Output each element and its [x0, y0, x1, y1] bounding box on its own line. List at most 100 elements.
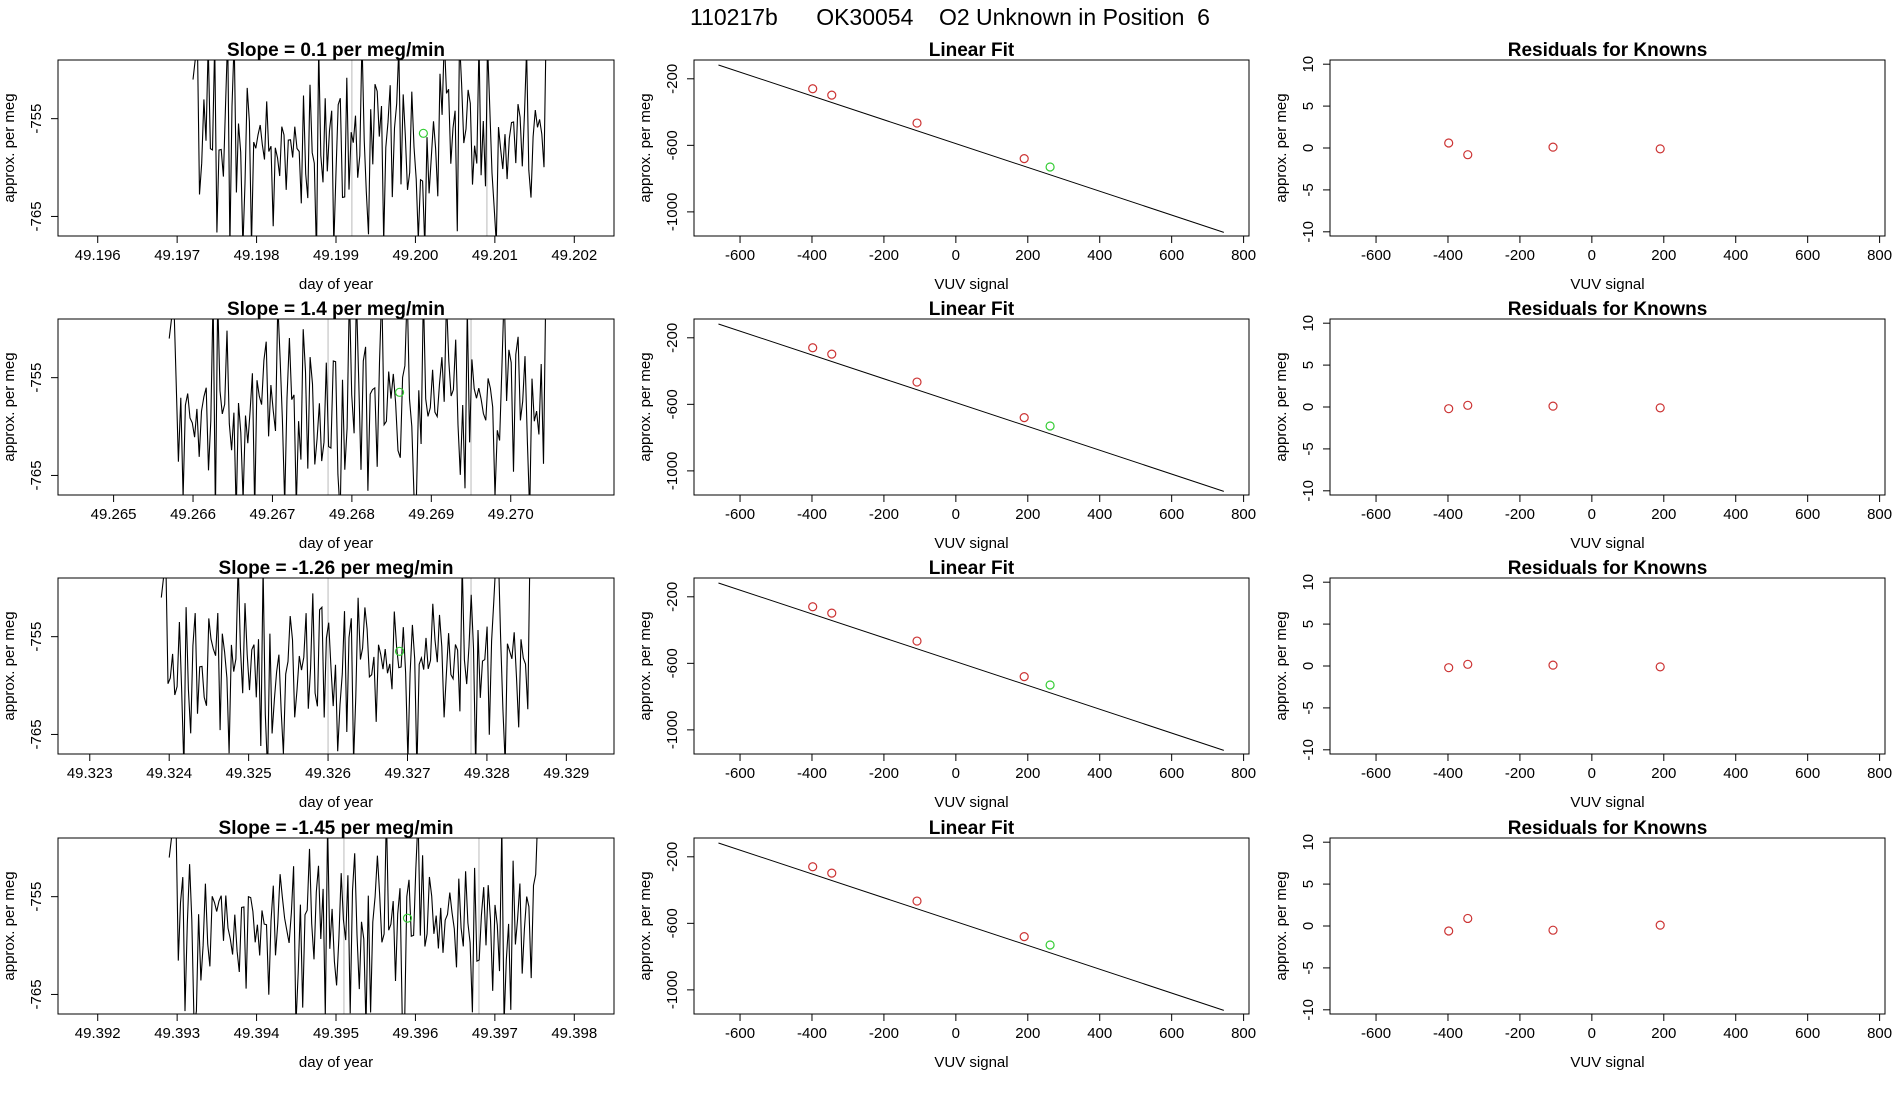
unknown-point [1045, 940, 1055, 950]
known-point [827, 90, 837, 100]
y-axis-label: approx. per meg [1, 871, 18, 980]
y-tick-label: -200 [664, 842, 681, 872]
y-tick-label: 10 [1300, 56, 1317, 73]
panel-time-series-row2: Slope = 1.4 per meg/min day of year approx… [1, 299, 615, 552]
x-axis-label: VUV signal [934, 276, 1008, 293]
panel-title: Linear Fit [929, 40, 1015, 61]
x-tick-label: 49.198 [234, 247, 280, 264]
x-tick-label: 0 [952, 765, 960, 782]
residual-point [1463, 150, 1473, 160]
x-axis-label: VUV signal [1570, 794, 1644, 811]
fit-line [718, 323, 1224, 492]
x-tick-label: 49.266 [170, 506, 216, 523]
panel-title: Linear Fit [929, 299, 1015, 320]
x-tick-label: -200 [869, 765, 899, 782]
x-tick-label: -600 [725, 765, 755, 782]
y-tick-label: -765 [28, 719, 45, 749]
y-axis-label: approx. per meg [1, 611, 18, 720]
x-tick-label: 600 [1795, 1025, 1820, 1042]
plot-frame [1329, 59, 1886, 237]
plot-area [1444, 913, 1665, 936]
fit-line [718, 64, 1224, 233]
plot-area [718, 842, 1224, 1011]
y-tick-label: -600 [664, 648, 681, 678]
panel-residuals-row1: Residuals for Knowns VUV signal approx. pe… [1273, 40, 1892, 293]
y-tick-label: -755 [28, 363, 45, 393]
plot-area [160, 578, 531, 754]
x-tick-label: 600 [1159, 1025, 1184, 1042]
panel-time-series-row4: Slope = -1.45 per meg/min day of year appr… [1, 818, 615, 1071]
y-tick-label: -10 [1300, 739, 1317, 761]
plot-frame [57, 59, 615, 237]
panel-title: Linear Fit [929, 558, 1015, 579]
signal-line [192, 60, 547, 236]
y-axis-label: approx. per meg [1273, 611, 1290, 720]
x-axis-label: day of year [299, 276, 373, 293]
known-point [912, 636, 922, 646]
x-tick-label: 0 [1588, 506, 1596, 523]
x-axis-label: VUV signal [1570, 535, 1644, 552]
x-tick-label: -200 [869, 247, 899, 264]
unknown-point [1045, 421, 1055, 431]
x-tick-label: 49.199 [313, 247, 359, 264]
plot-frame [1329, 837, 1886, 1015]
plot-frame [1329, 577, 1886, 755]
y-tick-label: -1000 [664, 971, 681, 1009]
x-tick-label: 49.326 [305, 765, 351, 782]
residual-point [1655, 144, 1665, 154]
x-tick-label: -600 [725, 506, 755, 523]
x-tick-label: 600 [1795, 765, 1820, 782]
y-tick-label: -765 [28, 979, 45, 1009]
residual-point [1655, 662, 1665, 672]
x-tick-label: 200 [1651, 247, 1676, 264]
x-tick-label: 49.200 [392, 247, 438, 264]
plot-frame [693, 59, 1250, 237]
y-tick-label: -10 [1300, 999, 1317, 1021]
x-tick-label: 400 [1723, 1025, 1748, 1042]
known-point [808, 84, 818, 94]
fit-line [718, 842, 1224, 1011]
y-tick-label: -200 [664, 64, 681, 94]
plot-frame [693, 577, 1250, 755]
x-tick-label: 49.324 [146, 765, 192, 782]
residual-point [1548, 401, 1558, 411]
y-tick-label: 0 [1300, 662, 1317, 670]
x-tick-label: -200 [869, 506, 899, 523]
x-tick-label: 200 [1651, 1025, 1676, 1042]
y-tick-label: -765 [28, 201, 45, 231]
x-tick-label: 600 [1795, 506, 1820, 523]
x-tick-label: 200 [1651, 506, 1676, 523]
y-axis-label: approx. per meg [637, 871, 654, 980]
panel-linear-fit-row2: Linear Fit VUV signal approx. per meg -600 -… [637, 299, 1256, 552]
x-tick-label: -400 [797, 1025, 827, 1042]
residual-point [1463, 659, 1473, 669]
x-tick-label: 49.201 [472, 247, 518, 264]
x-tick-label: 400 [1087, 1025, 1112, 1042]
y-tick-label: -5 [1300, 442, 1317, 455]
known-point [1019, 932, 1029, 942]
residual-point [1463, 400, 1473, 410]
y-tick-label: -10 [1300, 480, 1317, 502]
y-tick-label: -765 [28, 460, 45, 490]
plot-frame [57, 577, 615, 755]
y-axis-label: approx. per meg [637, 611, 654, 720]
y-tick-label: 5 [1300, 880, 1317, 888]
x-tick-label: 49.325 [226, 765, 272, 782]
y-axis-label: approx. per meg [1273, 871, 1290, 980]
x-tick-label: 49.323 [67, 765, 113, 782]
x-tick-label: -200 [1505, 1025, 1535, 1042]
y-tick-label: -1000 [664, 711, 681, 749]
known-point [1019, 154, 1029, 164]
x-tick-label: -400 [1433, 247, 1463, 264]
panel-title: Residuals for Knowns [1508, 558, 1708, 579]
x-axis-label: VUV signal [934, 535, 1008, 552]
x-tick-label: 49.392 [75, 1025, 121, 1042]
y-tick-label: -200 [664, 323, 681, 353]
residual-point [1655, 920, 1665, 930]
known-point [1019, 413, 1029, 423]
y-tick-label: -600 [664, 908, 681, 938]
x-tick-label: 49.202 [551, 247, 597, 264]
known-point [912, 377, 922, 387]
y-tick-label: 10 [1300, 574, 1317, 591]
x-tick-label: 49.270 [488, 506, 534, 523]
